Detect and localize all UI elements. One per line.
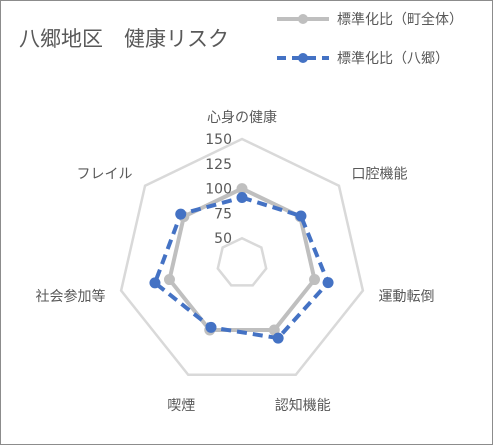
series-marker-yasato-5 — [149, 277, 161, 289]
category-label-4: 喫煙 — [167, 398, 195, 414]
series-marker-town-5 — [163, 274, 175, 286]
legend-label-yasato: 標準化比（八郷） — [337, 51, 449, 67]
chart-title: 八郷地区 健康リスク — [19, 27, 229, 51]
series-marker-town-2 — [309, 274, 321, 286]
series-marker-yasato-2 — [322, 277, 334, 289]
tick-label-50: 50 — [214, 231, 232, 247]
series-line-town — [167, 186, 317, 333]
tick-label-150: 150 — [205, 132, 232, 148]
series-marker-yasato-6 — [175, 208, 187, 220]
tick-label-75: 75 — [214, 206, 232, 222]
legend-swatch-town-marker — [298, 14, 308, 24]
radar-grid — [119, 137, 365, 376]
series-marker-yasato-0 — [236, 192, 248, 204]
tick-label-125: 125 — [205, 157, 232, 173]
grid-ring-150 — [119, 137, 365, 376]
series-marker-yasato-1 — [295, 210, 307, 222]
legend-entry-town: 標準化比（町全体） — [277, 11, 463, 28]
category-label-3: 認知機能 — [275, 397, 331, 414]
legend-label-town: 標準化比（町全体） — [337, 11, 463, 28]
radial-ticks: 50 75 100 125 150 — [205, 132, 232, 247]
legend-swatch-yasato-marker — [298, 53, 308, 63]
category-label-2: 運動転倒 — [378, 289, 434, 305]
series-line-yasato — [152, 195, 331, 341]
radar-series — [149, 183, 334, 344]
category-label-1: 口腔機能 — [351, 167, 407, 183]
series-marker-town-0 — [236, 183, 248, 195]
series-marker-yasato-4 — [205, 321, 217, 333]
category-label-6: フレイル — [77, 167, 133, 183]
tick-label-100: 100 — [205, 182, 232, 198]
category-label-0: 心身の健康 — [207, 109, 277, 126]
series-marker-yasato-3 — [272, 332, 284, 344]
category-label-5: 社会参加等 — [36, 288, 106, 305]
legend-entry-yasato: 標準化比（八郷） — [277, 51, 449, 67]
legend: 標準化比（町全体） 標準化比（八郷） — [277, 11, 463, 67]
grid-ring-50 — [216, 236, 268, 287]
